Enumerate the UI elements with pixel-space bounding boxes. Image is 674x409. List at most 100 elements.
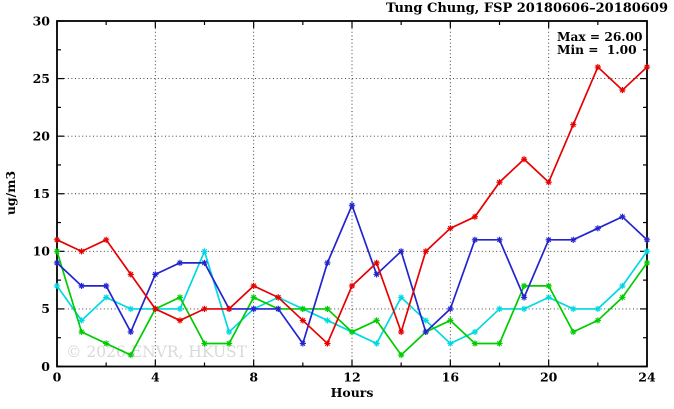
marker xyxy=(128,352,134,358)
series-blue-line xyxy=(56,202,648,346)
marker xyxy=(78,283,85,289)
marker xyxy=(619,283,626,289)
y-tick-label: 25 xyxy=(33,71,50,86)
marker xyxy=(152,306,158,312)
y-tick-label: 15 xyxy=(33,186,50,201)
marker xyxy=(570,329,576,335)
x-tick-label: 16 xyxy=(442,370,460,385)
marker xyxy=(349,202,355,208)
marker xyxy=(546,294,552,301)
marker xyxy=(128,329,134,335)
series-red xyxy=(53,63,651,347)
marker xyxy=(644,237,650,243)
marker xyxy=(251,283,257,289)
marker xyxy=(619,87,626,93)
marker xyxy=(349,283,355,289)
x-tick-label: 8 xyxy=(249,370,258,385)
series-green-markers xyxy=(53,248,651,359)
marker xyxy=(201,340,208,347)
y-tick-label: 30 xyxy=(33,13,51,28)
marker xyxy=(103,283,109,289)
marker xyxy=(349,329,355,335)
marker xyxy=(447,340,453,347)
marker xyxy=(78,248,85,254)
marker xyxy=(300,306,306,312)
marker xyxy=(521,156,527,162)
x-tick-label: 20 xyxy=(540,370,558,385)
plot-frame xyxy=(56,20,648,368)
series-blue xyxy=(53,202,651,347)
max-annotation: Max = 26.00 xyxy=(557,30,643,44)
marker xyxy=(644,64,650,70)
marker xyxy=(496,306,503,312)
marker xyxy=(201,306,208,312)
marker xyxy=(78,329,85,335)
x-tick-label: 4 xyxy=(151,370,160,385)
marker xyxy=(226,306,232,312)
marker xyxy=(275,306,281,312)
marker xyxy=(300,317,306,324)
marker xyxy=(570,237,576,243)
marker xyxy=(447,306,453,312)
marker xyxy=(54,248,60,254)
marker xyxy=(447,225,453,231)
y-tick-label: 5 xyxy=(41,301,50,316)
marker xyxy=(103,340,109,347)
marker xyxy=(177,260,183,266)
y-tick-label: 20 xyxy=(33,128,51,143)
chart-title: Tung Chung, FSP 20180606–20180609 xyxy=(386,1,668,16)
marker xyxy=(595,317,601,324)
marker xyxy=(546,283,552,289)
marker xyxy=(619,294,626,301)
marker xyxy=(177,306,183,312)
marker xyxy=(595,225,601,231)
marker xyxy=(226,340,232,347)
watermark: © 2026 ENVR, HKUST xyxy=(66,343,248,361)
marker xyxy=(54,260,60,266)
marker xyxy=(570,306,576,312)
series-blue-markers xyxy=(53,202,651,347)
marker xyxy=(103,294,109,301)
marker xyxy=(201,248,208,254)
marker xyxy=(275,294,281,301)
marker xyxy=(595,64,601,70)
series-red-markers xyxy=(53,63,651,347)
x-tick-label: 24 xyxy=(638,370,656,385)
y-tick-label: 10 xyxy=(33,244,51,259)
marker xyxy=(78,317,85,324)
tick-labels: 0 5 10 15 20 25 30 0 4 8 12 16 20 24 xyxy=(33,13,656,384)
marker xyxy=(521,283,527,289)
x-axis-label: Hours xyxy=(331,385,374,400)
marker xyxy=(373,317,380,324)
marker xyxy=(521,294,527,301)
marker xyxy=(103,237,109,243)
marker xyxy=(177,317,183,324)
marker xyxy=(496,179,503,185)
marker xyxy=(324,260,331,266)
marker xyxy=(398,352,404,358)
marker xyxy=(300,340,306,347)
grid xyxy=(57,21,647,367)
marker xyxy=(177,294,183,301)
marker xyxy=(128,271,134,277)
x-tick-label: 0 xyxy=(53,370,62,385)
marker xyxy=(472,329,478,335)
marker xyxy=(472,214,478,220)
marker xyxy=(398,294,404,301)
marker xyxy=(619,214,626,220)
marker xyxy=(324,317,331,324)
marker xyxy=(373,340,380,347)
marker xyxy=(496,340,503,347)
marker xyxy=(644,260,650,266)
marker xyxy=(128,306,134,312)
marker xyxy=(398,248,404,254)
axis-ticks xyxy=(56,20,648,368)
y-tick-label: 0 xyxy=(41,359,50,374)
marker xyxy=(373,271,380,277)
marker xyxy=(423,329,429,335)
marker xyxy=(423,317,429,324)
min-annotation: Min = 1.00 xyxy=(557,43,637,57)
